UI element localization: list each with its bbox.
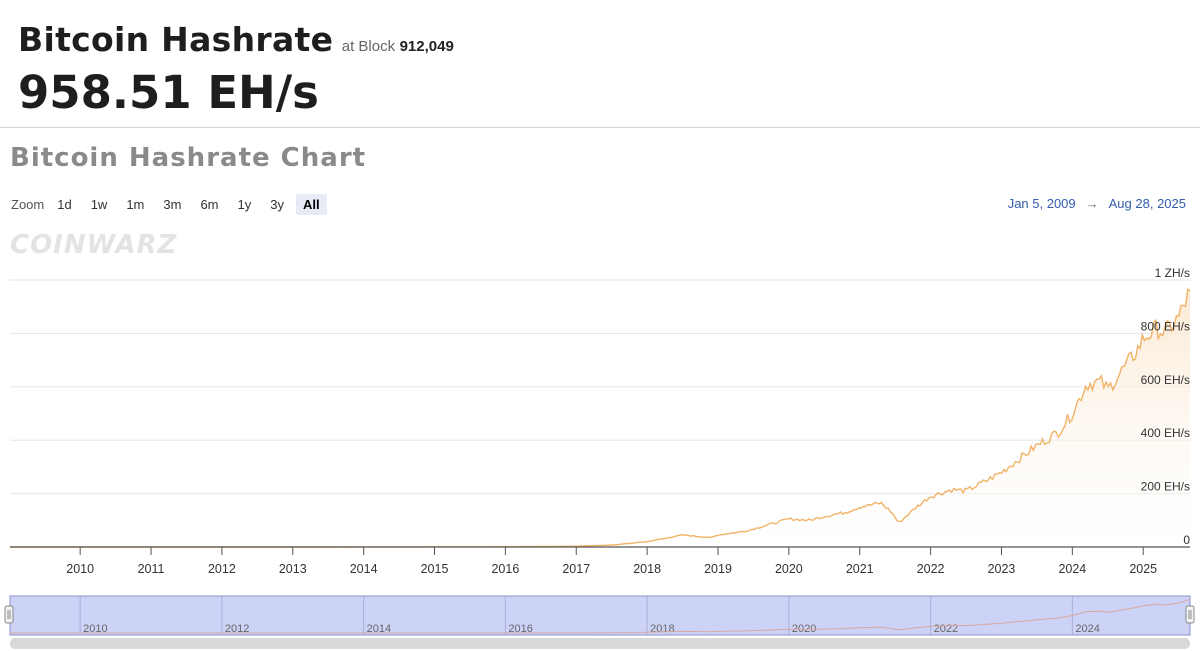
x-tick-label: 2011 — [138, 562, 165, 576]
navigator-scrollbar[interactable] — [10, 638, 1190, 649]
range-arrow-icon: → — [1085, 196, 1099, 211]
chart-title: Bitcoin Hashrate Chart — [10, 143, 367, 173]
page-title: Bitcoin Hashrate — [18, 20, 334, 59]
zoom-label: Zoom — [11, 196, 45, 212]
x-tick-label: 2013 — [279, 562, 307, 576]
hashrate-area — [10, 289, 1190, 547]
date-range: Jan 5, 2009 → Aug 28, 2025 — [1008, 196, 1186, 211]
zoom-controls: Zoom 1d 1w 1m 3m 6m 1y 3y All — [11, 193, 332, 215]
x-tick-label: 2022 — [917, 562, 945, 576]
zoom-button-1w[interactable]: 1w — [90, 196, 108, 212]
navigator[interactable]: 2010 2012 2014 2016 2018 2020 2022 2024 — [4, 595, 1195, 649]
x-axis: 2010 2011 2012 2013 2014 2015 2016 2017 2018 2019… — [66, 547, 1157, 576]
navigator-left-handle[interactable] — [4, 605, 14, 624]
title-row: Bitcoin Hashrate at Block 912,049 — [18, 20, 454, 59]
x-tick-label: 2015 — [421, 562, 449, 576]
block-number: 912,049 — [399, 38, 454, 55]
x-tick-label: 2017 — [562, 562, 590, 576]
navigator-tick-label: 2024 — [1075, 623, 1099, 635]
y-tick-label: 600 EH/s — [1141, 373, 1190, 387]
zoom-button-all[interactable]: All — [295, 193, 327, 215]
range-start-input[interactable]: Jan 5, 2009 — [1007, 196, 1076, 211]
x-tick-label: 2012 — [208, 562, 236, 576]
navigator-tick-label: 2022 — [934, 623, 958, 635]
navigator-tick-label: 2010 — [83, 623, 107, 635]
navigator-selection[interactable] — [9, 595, 1191, 636]
zoom-button-6m[interactable]: 6m — [200, 196, 219, 212]
x-tick-label: 2023 — [988, 562, 1016, 576]
x-tick-label: 2025 — [1129, 562, 1157, 576]
x-tick-label: 2021 — [846, 562, 874, 576]
x-tick-label: 2010 — [66, 562, 94, 576]
navigator-tick-label: 2012 — [225, 623, 249, 635]
x-tick-label: 2019 — [704, 562, 732, 576]
grid-lines — [10, 279, 1190, 495]
zoom-button-1d[interactable]: 1d — [57, 196, 72, 212]
x-tick-label: 2016 — [491, 562, 519, 576]
x-tick-label: 2020 — [775, 562, 803, 576]
range-end-input[interactable]: Aug 28, 2025 — [1108, 196, 1186, 211]
zoom-button-3m[interactable]: 3m — [163, 196, 182, 212]
y-tick-label: 400 EH/s — [1141, 426, 1190, 440]
current-hashrate-value: 958.51 EH/s — [18, 66, 319, 119]
page-header: Bitcoin Hashrate at Block 912,049 958.51… — [0, 0, 1200, 128]
navigator-right-handle[interactable] — [1185, 605, 1195, 624]
x-tick-label: 2014 — [350, 562, 378, 576]
navigator-series-line — [10, 599, 1191, 634]
navigator-tick-label: 2018 — [650, 623, 674, 635]
at-block-label: at Block — [341, 38, 396, 55]
navigator-tick-label: 2016 — [508, 623, 532, 635]
y-tick-label: 1 ZH/s — [1155, 266, 1190, 280]
zoom-button-1y[interactable]: 1y — [237, 196, 252, 212]
zoom-button-1m[interactable]: 1m — [126, 196, 145, 212]
coinwarz-logo: COINWARZ — [10, 230, 178, 260]
x-tick-label: 2024 — [1058, 562, 1086, 576]
y-tick-label: 200 EH/s — [1141, 480, 1190, 494]
y-axis: 0 200 EH/s 400 EH/s 600 EH/s 800 EH/s 1 ZH/s — [1141, 266, 1191, 547]
zoom-button-3y[interactable]: 3y — [270, 196, 284, 212]
y-tick-label: 0 — [1183, 533, 1190, 547]
navigator-tick-label: 2014 — [367, 623, 391, 635]
x-tick-label: 2018 — [633, 562, 661, 576]
y-tick-label: 800 EH/s — [1141, 319, 1190, 333]
